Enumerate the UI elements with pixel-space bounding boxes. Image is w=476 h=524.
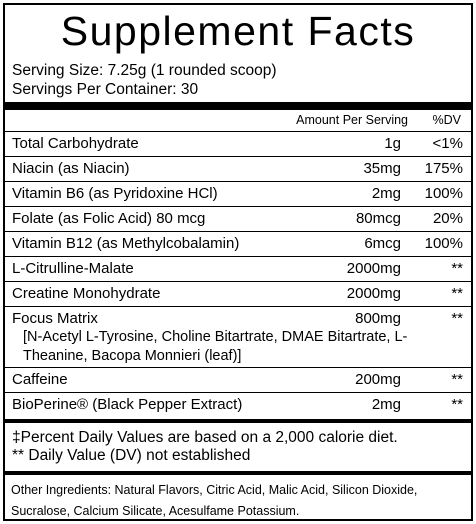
- nutrient-amount: 1g: [384, 135, 401, 152]
- nutrient-amount: 800mg: [355, 310, 401, 327]
- nutrient-name: Caffeine: [12, 371, 68, 388]
- nutrient-row: Total Carbohydrate 1g <1%: [5, 131, 471, 156]
- nutrient-dv: <1%: [432, 135, 463, 152]
- nutrient-dv: 100%: [424, 185, 463, 202]
- nutrient-amount: 2000mg: [346, 260, 401, 277]
- servings-per-container: Servings Per Container: 30: [12, 81, 199, 98]
- nutrient-name: Vitamin B6 (as Pyridoxine HCl): [12, 185, 218, 202]
- nutrient-amount: 6mcg: [364, 235, 401, 252]
- nutrient-amount: 2mg: [371, 396, 401, 413]
- column-header: Amount Per Serving %DV: [5, 110, 471, 131]
- nutrient-name: Focus Matrix: [12, 310, 98, 327]
- amount-per-serving-label: Amount Per Serving: [296, 113, 408, 127]
- footnote-not-established: ** Daily Value (DV) not established: [12, 447, 251, 464]
- nutrient-dv: 100%: [424, 235, 463, 252]
- nutrient-row: Niacin (as Niacin) 35mg 175%: [5, 156, 471, 181]
- nutrient-amount: 2mg: [371, 185, 401, 202]
- focus-matrix-ingredients: [N-Acetyl L-Tyrosine, Choline Bitartrate…: [23, 329, 408, 364]
- nutrient-row: Caffeine 200mg **: [5, 367, 471, 392]
- nutrient-name: Niacin (as Niacin): [12, 160, 130, 177]
- nutrient-amount: 200mg: [355, 371, 401, 388]
- nutrient-name: Vitamin B12 (as Methylcobalamin): [12, 235, 240, 252]
- nutrient-dv: **: [451, 285, 463, 302]
- nutrient-amount: 2000mg: [346, 285, 401, 302]
- nutrient-dv: **: [451, 310, 463, 327]
- nutrient-row: Vitamin B12 (as Methylcobalamin) 6mcg 10…: [5, 231, 471, 256]
- footnote-dv: ‡Percent Daily Values are based on a 2,0…: [12, 429, 398, 446]
- nutrient-name: L-Citrulline-Malate: [12, 260, 134, 277]
- nutrient-dv: 20%: [432, 210, 463, 227]
- nutrient-amount: 35mg: [363, 160, 401, 177]
- nutrient-dv: **: [451, 396, 463, 413]
- nutrient-row: BioPerine® (Black Pepper Extract) 2mg **: [5, 392, 471, 417]
- other-ingredients: Other Ingredients: Natural Flavors, Citr…: [11, 483, 418, 518]
- nutrient-row: Creatine Monohydrate 2000mg **: [5, 281, 471, 306]
- nutrient-dv: **: [451, 371, 463, 388]
- thick-divider: [5, 419, 471, 423]
- nutrient-name: Creatine Monohydrate: [12, 285, 161, 302]
- nutrient-dv: **: [451, 260, 463, 277]
- thick-divider: [5, 102, 471, 110]
- nutrient-name: Total Carbohydrate: [12, 135, 139, 152]
- nutrient-amount: 80mcg: [355, 210, 401, 227]
- nutrient-row: Vitamin B6 (as Pyridoxine HCl) 2mg 100%: [5, 181, 471, 206]
- dv-label: %DV: [432, 113, 461, 127]
- nutrient-row: Folate (as Folic Acid) 80 mcg 80mcg 20%: [5, 206, 471, 231]
- nutrient-row: L-Citrulline-Malate 2000mg **: [5, 256, 471, 281]
- nutrient-name: BioPerine® (Black Pepper Extract): [12, 396, 243, 413]
- nutrient-dv: 175%: [424, 160, 463, 177]
- serving-size: Serving Size: 7.25g (1 rounded scoop): [12, 62, 277, 79]
- nutrient-name: Folate (as Folic Acid) 80 mcg: [12, 210, 206, 227]
- thick-divider: [5, 471, 471, 475]
- panel-title: Supplement Facts: [60, 8, 416, 54]
- supplement-facts-panel: Supplement Facts Serving Size: 7.25g (1 …: [3, 3, 473, 521]
- nutrient-row: Focus Matrix 800mg ** [N-Acetyl L-Tyrosi…: [5, 306, 471, 367]
